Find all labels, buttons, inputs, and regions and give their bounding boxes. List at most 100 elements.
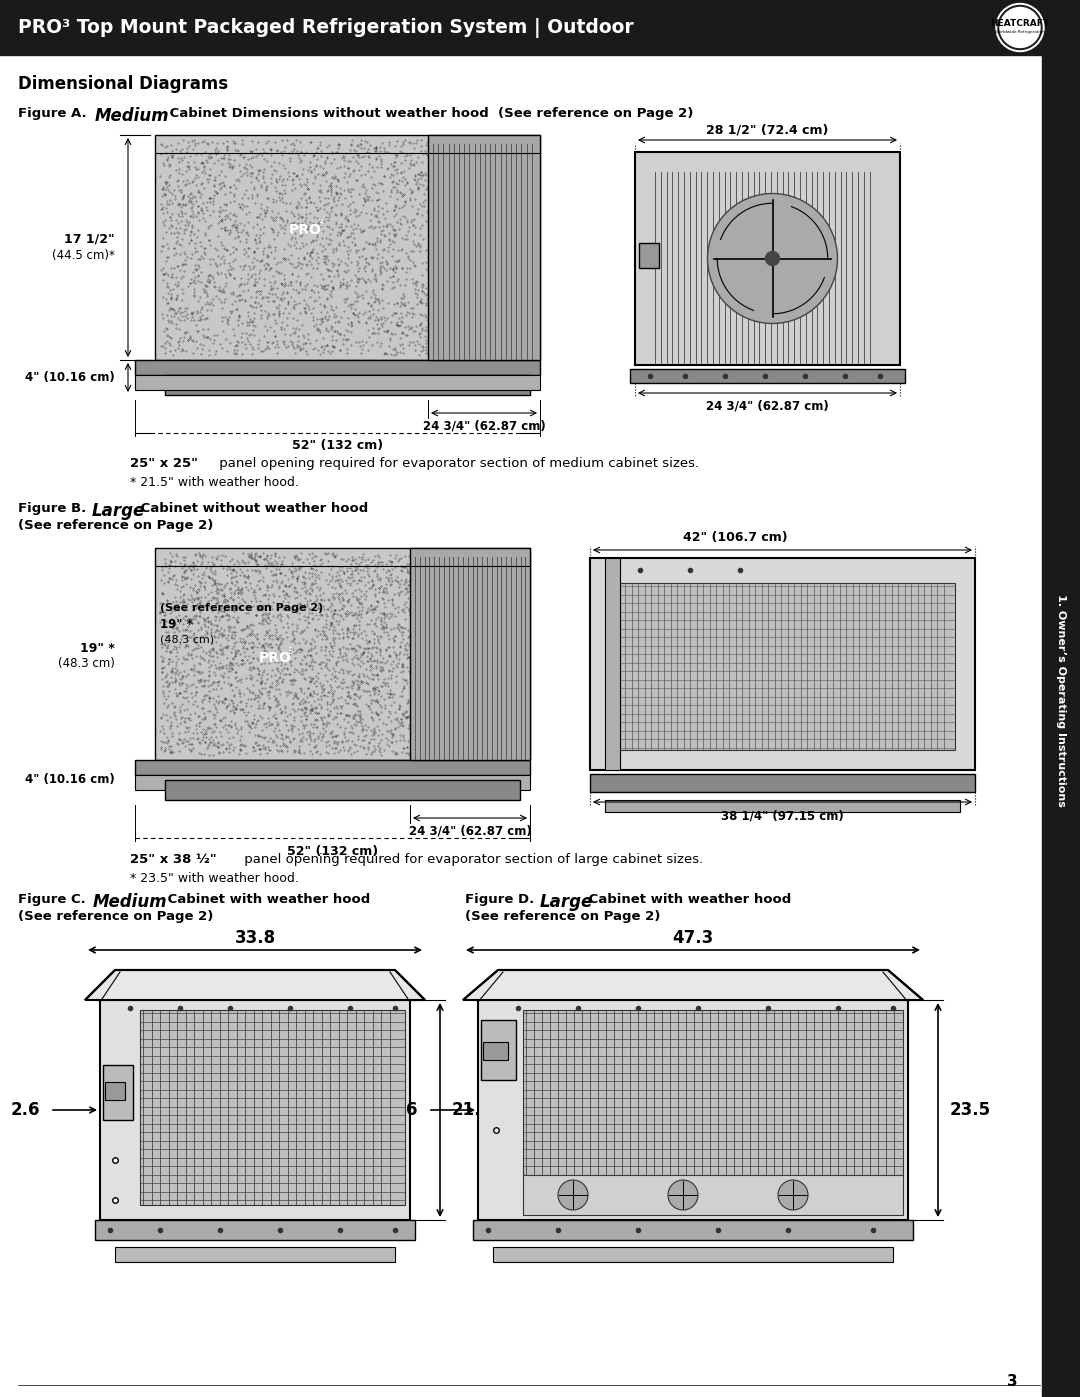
Point bbox=[322, 229, 339, 251]
Point bbox=[378, 214, 395, 236]
Point bbox=[206, 696, 224, 718]
Point bbox=[177, 617, 194, 640]
Point bbox=[189, 158, 206, 180]
Text: HEATCRAFT: HEATCRAFT bbox=[990, 20, 1050, 28]
Point bbox=[186, 268, 203, 291]
Point bbox=[251, 733, 268, 756]
Text: Figure B.: Figure B. bbox=[18, 502, 95, 515]
Point bbox=[346, 693, 363, 715]
Point bbox=[238, 637, 255, 659]
Point bbox=[368, 204, 386, 226]
Bar bbox=[135, 760, 530, 775]
Point bbox=[292, 236, 309, 258]
Point bbox=[258, 306, 275, 328]
Point bbox=[189, 131, 206, 154]
Point bbox=[210, 685, 227, 707]
Point bbox=[351, 673, 368, 696]
Point bbox=[325, 237, 342, 260]
Point bbox=[269, 636, 286, 658]
Point bbox=[164, 725, 181, 747]
Point bbox=[243, 620, 260, 643]
Point bbox=[276, 247, 294, 270]
Point bbox=[417, 277, 434, 299]
Point bbox=[305, 309, 322, 331]
Point bbox=[367, 147, 384, 169]
Text: 4" (10.16 cm): 4" (10.16 cm) bbox=[25, 774, 114, 787]
Point bbox=[200, 566, 217, 588]
Point bbox=[325, 683, 342, 705]
Point bbox=[179, 328, 197, 351]
Point bbox=[197, 731, 214, 753]
Point bbox=[351, 577, 368, 599]
Point bbox=[318, 685, 335, 707]
Point bbox=[330, 338, 348, 360]
Text: * 21.5" with weather hood.: * 21.5" with weather hood. bbox=[130, 476, 299, 489]
Point bbox=[191, 332, 208, 355]
Point bbox=[386, 323, 403, 345]
Point bbox=[318, 569, 335, 591]
Point bbox=[266, 719, 283, 742]
Point bbox=[254, 166, 271, 189]
Point bbox=[388, 707, 405, 729]
Point bbox=[165, 222, 183, 244]
Point bbox=[366, 284, 383, 306]
Point bbox=[302, 557, 320, 580]
Point bbox=[233, 198, 251, 221]
Point bbox=[189, 289, 206, 312]
Point bbox=[210, 601, 227, 623]
Point bbox=[320, 640, 337, 662]
Point bbox=[345, 585, 362, 608]
Point bbox=[327, 705, 345, 728]
Point bbox=[293, 257, 310, 279]
Point bbox=[316, 149, 334, 172]
Point bbox=[401, 187, 418, 210]
Point bbox=[382, 605, 400, 627]
Point bbox=[178, 208, 195, 231]
Point bbox=[346, 201, 363, 224]
Point bbox=[383, 602, 401, 624]
Point bbox=[302, 666, 320, 689]
Point bbox=[408, 316, 426, 338]
Point bbox=[301, 725, 319, 747]
Point bbox=[226, 631, 243, 654]
Point bbox=[301, 191, 319, 214]
Point bbox=[175, 599, 192, 622]
Point bbox=[161, 556, 178, 578]
Point bbox=[402, 717, 419, 739]
Point bbox=[388, 179, 405, 201]
Point bbox=[193, 296, 211, 319]
Point bbox=[202, 557, 219, 580]
Point bbox=[400, 705, 417, 728]
Point bbox=[176, 249, 193, 271]
Point bbox=[242, 659, 259, 682]
Point bbox=[338, 170, 355, 193]
Point bbox=[205, 271, 222, 293]
Point bbox=[329, 687, 347, 710]
Point bbox=[282, 703, 299, 725]
Point bbox=[361, 305, 378, 327]
Point bbox=[377, 214, 394, 236]
Point bbox=[314, 725, 332, 747]
Point bbox=[212, 638, 229, 661]
Point bbox=[226, 620, 243, 643]
Point bbox=[294, 550, 311, 573]
Point bbox=[218, 604, 235, 626]
Point bbox=[333, 193, 350, 215]
Point bbox=[228, 570, 245, 592]
Point bbox=[373, 613, 390, 636]
Point bbox=[197, 705, 214, 728]
Point bbox=[318, 334, 335, 356]
Point bbox=[160, 735, 177, 757]
Point bbox=[226, 215, 243, 237]
Point bbox=[396, 545, 414, 567]
Point bbox=[339, 243, 356, 265]
Point bbox=[362, 598, 379, 620]
Point bbox=[352, 137, 369, 159]
Point bbox=[252, 545, 269, 567]
Point bbox=[404, 296, 421, 319]
Point bbox=[319, 232, 336, 254]
Point bbox=[307, 566, 324, 588]
Point bbox=[266, 247, 283, 270]
Point bbox=[234, 637, 252, 659]
Point bbox=[324, 335, 341, 358]
